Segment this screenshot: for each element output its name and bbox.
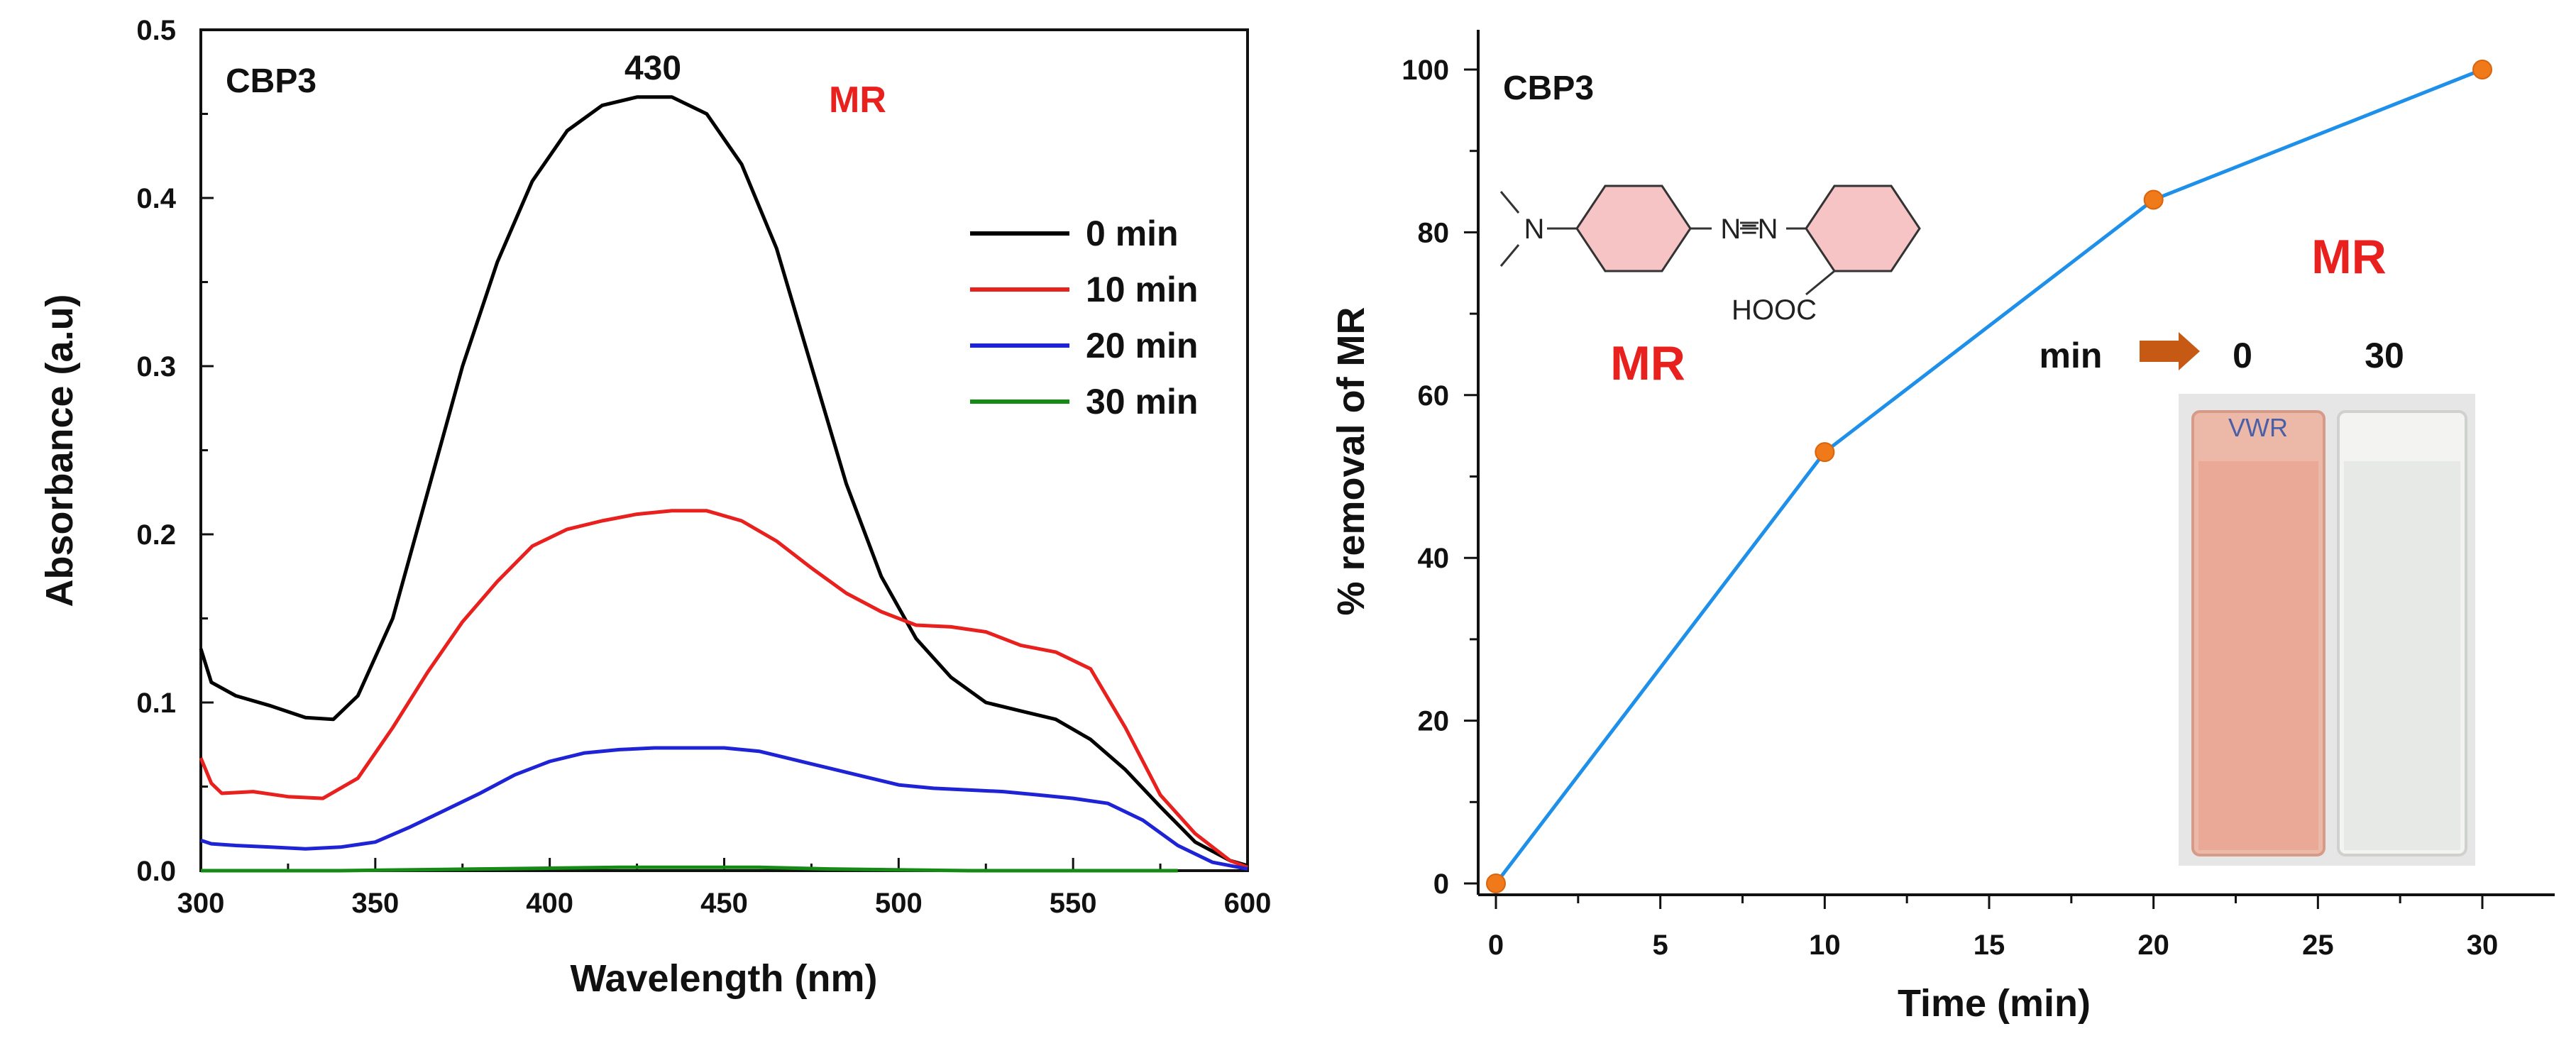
chart-tag: CBP3 xyxy=(226,62,317,100)
y-axis-title: Absorbance (a.u) xyxy=(38,294,81,607)
series-lines xyxy=(1486,60,2492,893)
y-tick-label: 20 xyxy=(1418,706,1450,737)
x-tick-label: 300 xyxy=(177,888,225,919)
removal-kinetics-chart: 0 5 10 15 20 25 30 0 20 40 60 80 100 CBP3 N N=N HOOC… xyxy=(1330,30,2555,1025)
x-tick-label: 10 xyxy=(1809,930,1841,961)
legend-entry: 0 min xyxy=(1086,214,1179,253)
axis-ticks: 300 350 400 450 500 550 600 0.0 0.1 0.2 0.3 0.4 0.5 xyxy=(136,15,1271,919)
x-tick-label: 400 xyxy=(526,888,573,919)
y-tick-label: 0.0 xyxy=(136,856,176,887)
x-tick-label: 25 xyxy=(2302,930,2334,961)
uv-vis-spectra-chart: 300 350 400 450 500 550 6000.00.10.20.30.40.5 … xyxy=(38,15,1271,1000)
axis-ticks: 0 5 10 15 20 25 30 0 20 40 60 80 100 xyxy=(1402,55,2498,961)
methyl-red-structure xyxy=(1499,184,1921,296)
legend-entry: 10 min xyxy=(1086,270,1198,309)
x-tick-label: 20 xyxy=(2137,930,2169,961)
x-axis-title: Wavelength (nm) xyxy=(570,957,877,1000)
series-line-20-min xyxy=(200,746,1248,871)
x-tick-label: 550 xyxy=(1050,888,1097,919)
cuvette-mr-0min-liquid xyxy=(2198,461,2318,850)
structure-azo: N=N xyxy=(1720,214,1778,245)
legend: 0 min 10 min 20 min 30 min xyxy=(970,214,1198,421)
series-line-removal xyxy=(1495,67,2483,885)
cuvette-mr-30min-liquid xyxy=(2344,461,2460,850)
y-axis-title: % removal of MR xyxy=(1330,307,1372,615)
photo-time-end: 30 xyxy=(2365,336,2404,375)
y-tick-label: 0 xyxy=(1433,869,1449,900)
chart-tag: CBP3 xyxy=(1503,70,1594,107)
structure-acid: HOOC xyxy=(1732,294,1817,326)
arrow-icon xyxy=(2140,332,2200,370)
photo-time-start: 0 xyxy=(2233,336,2252,375)
y-tick-label: 0.4 xyxy=(136,183,176,214)
x-tick-label: 15 xyxy=(1974,930,2005,961)
x-tick-label: 5 xyxy=(1653,930,1668,961)
y-tick-label: 0.2 xyxy=(136,519,176,551)
x-tick-label: 450 xyxy=(700,888,748,919)
structure-atom-n: N xyxy=(1524,214,1545,245)
series-line-30-min xyxy=(201,865,1178,873)
x-tick-label: 30 xyxy=(2467,930,2499,961)
series-line-0-min xyxy=(199,95,1248,868)
cuvette-photo: min 0 30 VWR xyxy=(2040,332,2475,866)
x-tick-label: 600 xyxy=(1224,888,1272,919)
y-tick-label: 60 xyxy=(1418,380,1450,412)
data-point xyxy=(1486,874,1506,893)
y-tick-label: 0.5 xyxy=(136,15,176,46)
data-point xyxy=(2143,189,2164,210)
dye-label: MR xyxy=(2311,230,2387,284)
cuvette-brand: VWR xyxy=(2228,413,2288,442)
legend-entry: 20 min xyxy=(1086,326,1198,365)
data-point xyxy=(2472,60,2492,79)
x-axis-title: Time (min) xyxy=(1898,982,2091,1025)
y-tick-label: 40 xyxy=(1418,543,1450,574)
dye-label: MR xyxy=(829,79,886,121)
x-tick-label: 350 xyxy=(351,888,399,919)
series-line-10-min xyxy=(199,509,1248,869)
y-tick-label: 80 xyxy=(1418,217,1450,248)
peak-label: 430 xyxy=(624,50,681,87)
plot-frame xyxy=(199,28,1249,872)
data-point xyxy=(1815,442,1835,463)
y-tick-label: 0.3 xyxy=(136,351,176,382)
legend-entry: 30 min xyxy=(1086,382,1198,421)
structure-name: MR xyxy=(1610,336,1685,390)
y-tick-label: 0.1 xyxy=(136,688,176,719)
y-tick-label: 100 xyxy=(1402,55,1449,86)
series-lines xyxy=(199,95,1248,873)
x-tick-label: 0 xyxy=(1488,930,1504,961)
photo-prefix: min xyxy=(2040,336,2103,375)
x-tick-label: 500 xyxy=(875,888,923,919)
